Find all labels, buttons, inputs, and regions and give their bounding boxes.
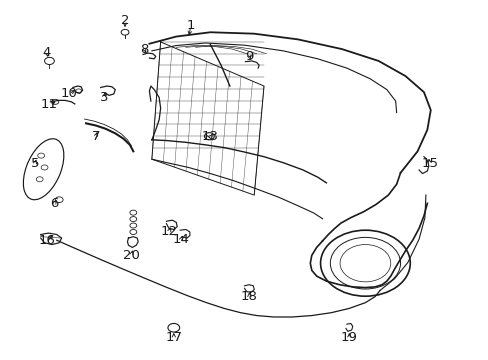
Text: 2: 2: [121, 14, 129, 27]
Text: 18: 18: [241, 290, 257, 303]
Text: 12: 12: [160, 225, 177, 238]
Text: 20: 20: [122, 249, 140, 262]
Text: 15: 15: [421, 157, 437, 170]
Text: 10: 10: [61, 87, 77, 100]
Text: 8: 8: [140, 42, 148, 55]
Text: 5: 5: [31, 157, 39, 170]
Text: 19: 19: [340, 331, 357, 344]
Text: 16: 16: [39, 234, 55, 247]
Text: 14: 14: [172, 233, 189, 246]
Text: 9: 9: [244, 50, 253, 63]
Text: 17: 17: [165, 331, 182, 344]
Text: 13: 13: [202, 130, 219, 144]
Text: 3: 3: [100, 91, 108, 104]
Text: 6: 6: [50, 197, 59, 210]
Text: 4: 4: [43, 46, 51, 59]
Text: 7: 7: [91, 130, 100, 144]
Text: 1: 1: [186, 19, 195, 32]
Text: 11: 11: [41, 98, 58, 111]
